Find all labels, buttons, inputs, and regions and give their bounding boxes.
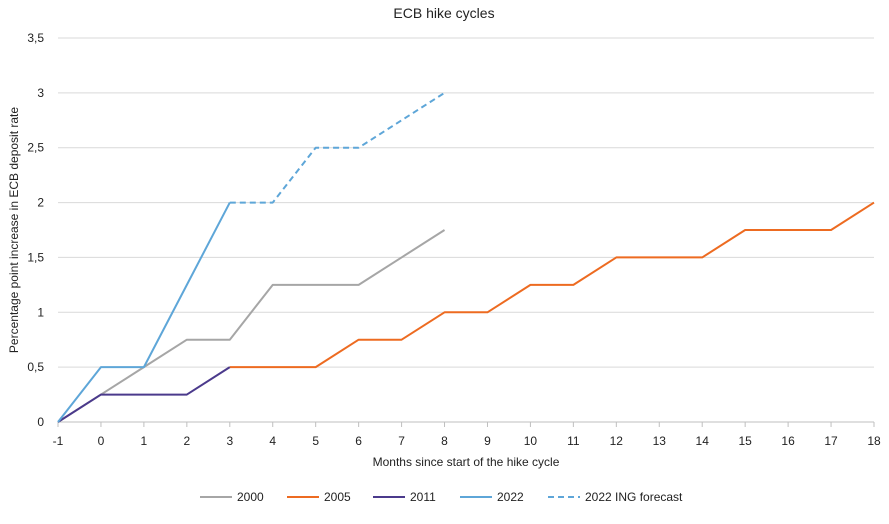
series-line-2022-ing-forecast xyxy=(229,92,446,204)
x-tick-label: 14 xyxy=(696,434,710,448)
x-tick-label: 9 xyxy=(484,434,491,448)
y-tick-label: 3 xyxy=(37,86,44,100)
x-tick-label: 4 xyxy=(269,434,276,448)
series-line-2000 xyxy=(57,229,446,423)
legend-label: 2011 xyxy=(410,490,436,504)
x-tick-label: 15 xyxy=(738,434,752,448)
y-tick-label: 3,5 xyxy=(27,31,44,45)
x-tick-label: 12 xyxy=(610,434,624,448)
x-tick-label: 2 xyxy=(183,434,190,448)
chart-title: ECB hike cycles xyxy=(393,5,494,21)
y-tick-label: 1 xyxy=(37,305,44,319)
legend-label: 2005 xyxy=(324,490,351,504)
series-line-2022 xyxy=(57,202,231,423)
x-tick-label: 5 xyxy=(312,434,319,448)
x-tick-label: 11 xyxy=(567,434,580,448)
x-tick-label: 0 xyxy=(98,434,105,448)
y-tick-label: 2 xyxy=(37,196,44,210)
x-tick-label: 1 xyxy=(141,434,148,448)
series-line-2005 xyxy=(229,201,875,369)
y-tick-label: 2,5 xyxy=(27,141,44,155)
legend: 2000 2005 2011 2022 2022 ING forecast xyxy=(200,490,683,504)
x-tick-label: 18 xyxy=(867,434,881,448)
x-tick-label: 13 xyxy=(653,434,667,448)
x-tick-label: 10 xyxy=(524,434,538,448)
y-axis: 0 0,5 1 1,5 2 2,5 3 3,5 xyxy=(27,31,44,429)
x-tick-label: 3 xyxy=(226,434,233,448)
x-tick-label: 16 xyxy=(781,434,795,448)
legend-label: 2000 xyxy=(237,490,264,504)
legend-label: 2022 ING forecast xyxy=(585,490,683,504)
series-layer xyxy=(57,92,875,423)
series-line-2011 xyxy=(57,366,231,423)
y-tick-label: 1,5 xyxy=(27,250,44,264)
y-tick-label: 0 xyxy=(37,415,44,429)
x-axis: -1 0 1 2 3 4 5 6 7 8 9 10 11 12 13 14 15 16 17 18 xyxy=(53,421,881,448)
x-tick-label: 7 xyxy=(398,434,405,448)
x-axis-title: Months since start of the hike cycle xyxy=(373,455,560,469)
x-tick-label: -1 xyxy=(53,434,64,448)
x-tick-label: 17 xyxy=(824,434,838,448)
x-tick-label: 6 xyxy=(355,434,362,448)
legend-label: 2022 xyxy=(497,490,524,504)
y-axis-title: Percentage point increase in ECB deposit… xyxy=(7,107,21,353)
y-tick-label: 0,5 xyxy=(27,360,44,374)
x-tick-label: 8 xyxy=(441,434,448,448)
